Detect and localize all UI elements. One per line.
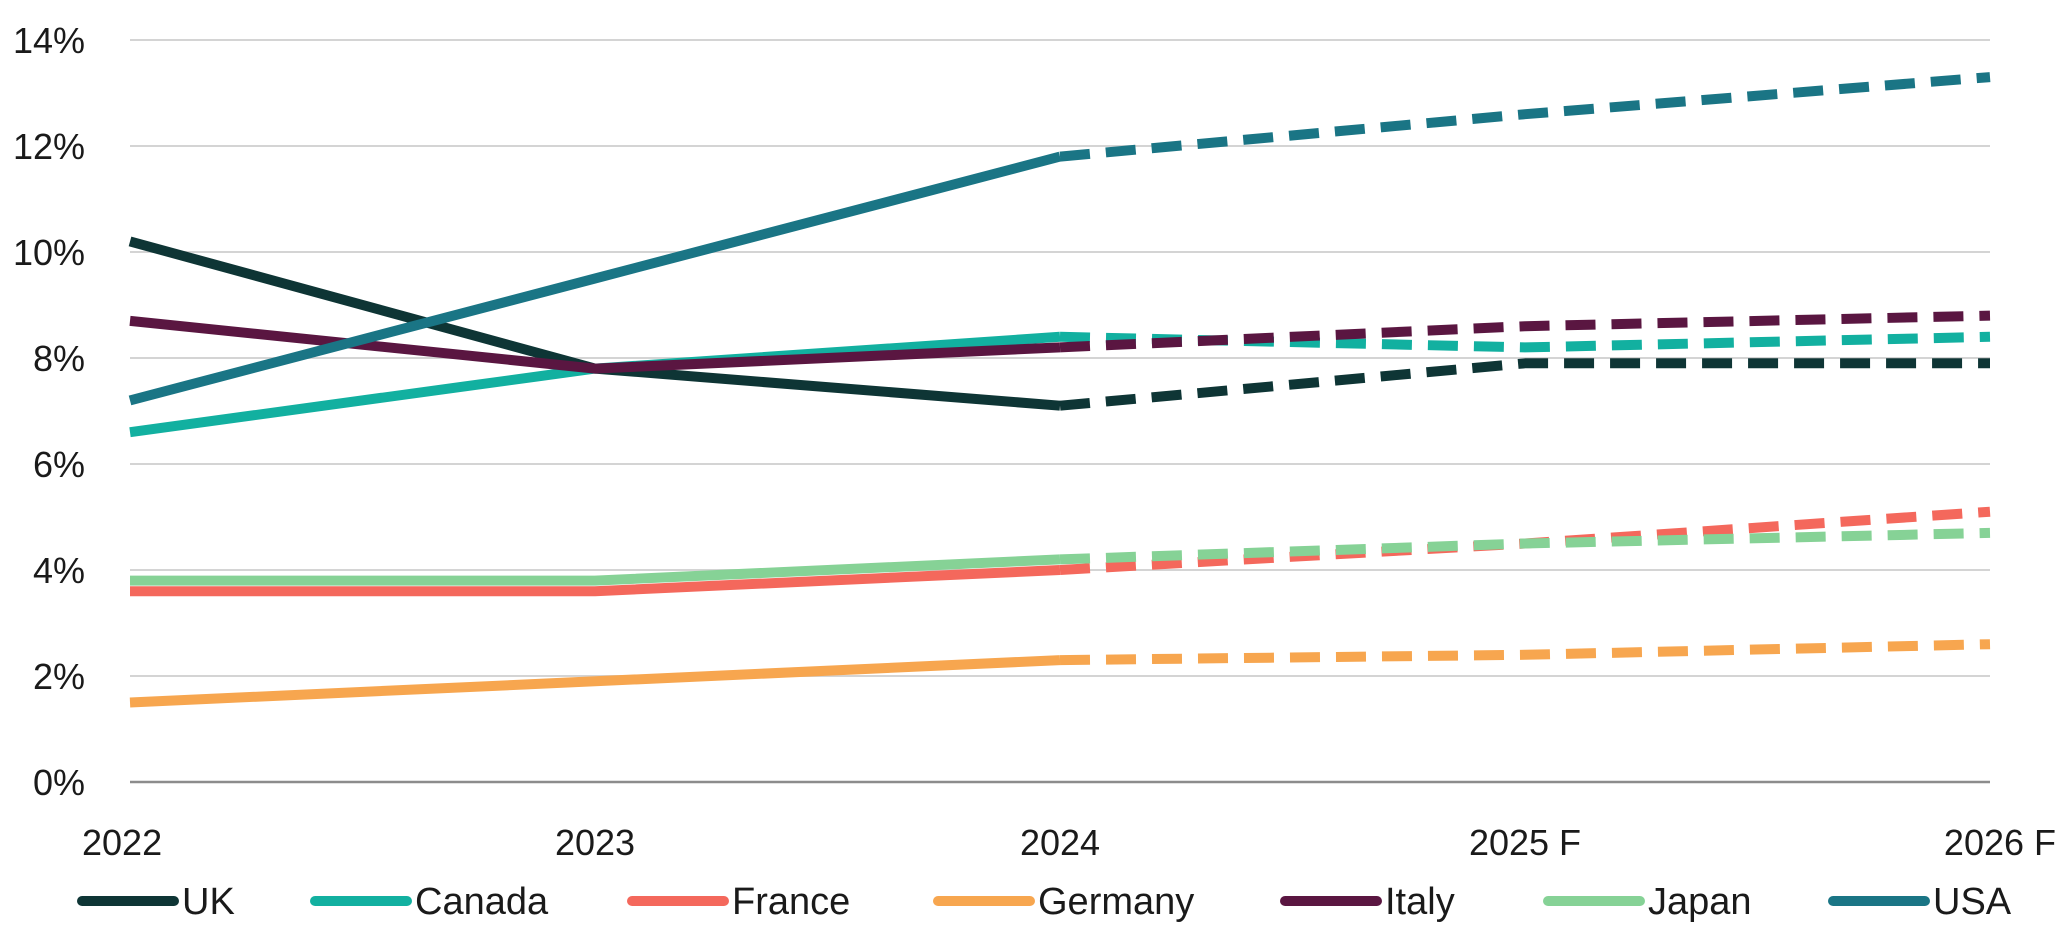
series-line-actual — [130, 554, 1061, 586]
legend-item-germany: Germany — [933, 881, 1194, 923]
gridlines — [130, 39, 1990, 677]
legend-item-uk: UK — [77, 881, 235, 923]
legend-item-france: France — [627, 881, 850, 923]
x-tick-label: 2024 — [1020, 822, 1100, 863]
series-line-actual — [129, 315, 1061, 374]
x-tick-label: 2026 F — [1944, 822, 2056, 863]
y-tick-label: 0% — [33, 762, 85, 803]
series-line-forecast — [1059, 310, 1991, 353]
legend-item-canada: Canada — [310, 881, 549, 923]
y-tick-label: 10% — [13, 232, 85, 273]
legend-label: Japan — [1648, 881, 1752, 923]
series-line-forecast — [1059, 358, 1990, 411]
y-axis: 0% 2% 4% 6% 8% 10% 12% 14% — [13, 20, 85, 803]
series-line-actual — [128, 151, 1062, 406]
legend-item-japan: Japan — [1543, 881, 1752, 923]
series-japan — [130, 527, 1991, 586]
y-tick-label: 12% — [13, 126, 85, 167]
y-tick-label: 4% — [33, 550, 85, 591]
legend-item-usa: USA — [1828, 881, 2012, 923]
legend-label: France — [732, 881, 850, 923]
y-tick-label: 2% — [33, 656, 85, 697]
series-usa — [128, 72, 1991, 406]
y-tick-label: 14% — [13, 20, 85, 61]
series-line-actual — [128, 236, 1061, 411]
legend: UK Canada France Germany Italy Japan USA — [77, 881, 2012, 923]
series-line-forecast — [1059, 639, 1991, 666]
x-tick-label: 2022 — [82, 822, 162, 863]
x-tick-label: 2023 — [555, 822, 635, 863]
y-tick-label: 6% — [33, 444, 85, 485]
series-line-actual — [129, 655, 1061, 708]
series-line-forecast — [1059, 72, 1991, 162]
legend-label: UK — [182, 881, 235, 923]
legend-item-italy: Italy — [1280, 881, 1455, 923]
legend-label: USA — [1933, 881, 2012, 923]
y-tick-label: 8% — [33, 338, 85, 379]
series-germany — [129, 639, 1991, 708]
legend-label: Italy — [1385, 881, 1455, 923]
x-tick-label: 2025 F — [1469, 822, 1581, 863]
series-line-actual — [130, 565, 1061, 597]
series-italy — [129, 310, 1991, 374]
legend-label: Germany — [1038, 881, 1194, 923]
legend-label: Canada — [415, 881, 549, 923]
series-line-forecast — [1059, 527, 1991, 565]
series-lines — [128, 72, 1991, 708]
x-axis: 2022 2023 2024 2025 F 2026 F — [82, 780, 2056, 863]
